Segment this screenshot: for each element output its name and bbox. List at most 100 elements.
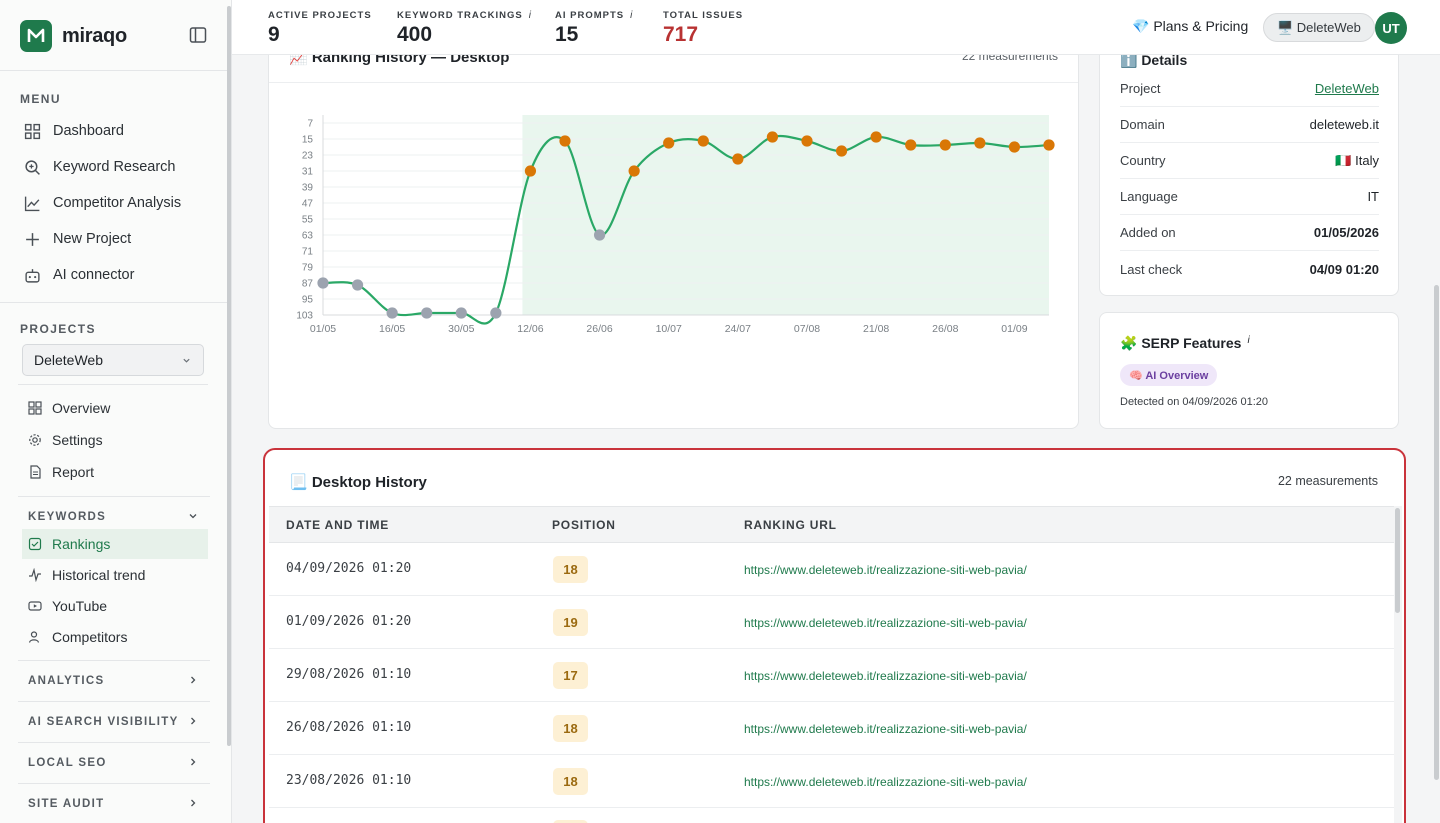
project-select-value: DeleteWeb: [34, 352, 104, 368]
serp-title: 🧩 SERP Features i: [1120, 335, 1250, 352]
section-site-audit[interactable]: SITE AUDIT: [18, 783, 210, 823]
nav-youtube[interactable]: YouTube: [22, 591, 208, 621]
divider: [0, 70, 230, 71]
project-switcher[interactable]: 🖥️ DeleteWeb: [1263, 13, 1375, 42]
table-scrollbar[interactable]: [1394, 506, 1402, 823]
sidebar-toggle-icon[interactable]: [189, 26, 207, 44]
column-header-date[interactable]: DATE AND TIME: [286, 518, 390, 532]
info-icon[interactable]: i: [1247, 335, 1250, 346]
row-date: 01/09/2026 01:20: [286, 614, 412, 629]
table-row: 01/09/2026 01:20 19 https://www.deletewe…: [269, 596, 1394, 649]
stat-total-issues: TOTAL ISSUES 717: [663, 10, 743, 47]
line-chart-icon: [24, 196, 40, 211]
project-link[interactable]: DeleteWeb: [1314, 81, 1379, 96]
detail-row-project: Project DeleteWeb: [1120, 71, 1379, 107]
scrollbar-thumb[interactable]: [227, 6, 231, 746]
nav-competitor-analysis[interactable]: Competitor Analysis: [20, 189, 210, 217]
chevron-right-icon: [191, 799, 196, 807]
nav-historical-trend[interactable]: Historical trend: [22, 560, 208, 590]
y-tick-label: 31: [302, 167, 314, 178]
section-label: LOCAL SEO: [28, 756, 107, 769]
nav-label: Report: [52, 464, 95, 480]
detail-key: Added on: [1120, 225, 1176, 240]
section-label: KEYWORDS: [28, 510, 107, 523]
info-icon[interactable]: i: [528, 10, 532, 21]
nav-ai-connector[interactable]: AI connector: [20, 261, 210, 289]
data-point: [421, 307, 433, 319]
x-tick-label: 01/05: [310, 323, 336, 335]
brand[interactable]: miraqo: [20, 20, 127, 52]
table-row: 04/09/2026 01:20 18 https://www.deletewe…: [269, 543, 1394, 596]
nav-competitors[interactable]: Competitors: [22, 622, 208, 652]
nav-dashboard[interactable]: Dashboard: [20, 117, 210, 145]
y-tick-label: 55: [302, 215, 314, 226]
info-icon[interactable]: i: [630, 10, 634, 21]
y-tick-label: 15: [302, 135, 314, 146]
stat-label: TOTAL ISSUES: [663, 10, 744, 21]
nav-report[interactable]: Report: [22, 457, 208, 487]
document-icon: [30, 465, 41, 479]
measurements-count: 22 measurements: [1277, 474, 1378, 488]
serp-features-card: 🧩 SERP Features i 🧠 AI Overview Detected …: [1099, 312, 1399, 429]
ranking-url-link[interactable]: https://www.deleteweb.it/realizzazione-s…: [744, 669, 1027, 683]
row-date: 04/09/2026 01:20: [286, 561, 412, 576]
nav-label: Competitor Analysis: [53, 195, 182, 211]
section-label: SITE AUDIT: [28, 797, 105, 810]
nav-keyword-research[interactable]: Keyword Research: [20, 153, 210, 181]
top-range-band: [522, 115, 1049, 315]
detail-key: Domain: [1120, 117, 1165, 132]
x-tick-label: 21/08: [863, 323, 889, 335]
serp-detected-text: Detected on 04/09/2026 01:20: [1120, 396, 1269, 408]
nav-overview[interactable]: Overview: [22, 393, 208, 423]
nav-new-project[interactable]: New Project: [20, 225, 210, 253]
data-point: [317, 277, 329, 289]
plans-pricing-link[interactable]: 💎 Plans & Pricing: [1132, 18, 1249, 34]
position-badge: 19: [553, 609, 588, 636]
detail-value: IT: [1367, 189, 1379, 204]
details-title: ℹ️ Details: [1120, 52, 1188, 68]
ranking-url-link[interactable]: https://www.deleteweb.it/realizzazione-s…: [744, 775, 1027, 789]
data-point: [939, 139, 951, 151]
table-row: [269, 808, 1394, 823]
section-ai-search-visibility[interactable]: AI SEARCH VISIBILITY: [18, 701, 210, 741]
nav-label: YouTube: [52, 598, 108, 614]
ranking-url-link[interactable]: https://www.deleteweb.it/realizzazione-s…: [744, 722, 1027, 736]
y-tick-label: 87: [302, 279, 314, 290]
plus-icon: [26, 232, 39, 246]
chevron-right-icon: [191, 758, 196, 766]
detail-value: 01/05/2026: [1313, 225, 1379, 240]
table-row: 26/08/2026 01:10 18 https://www.deletewe…: [269, 702, 1394, 755]
youtube-icon: [28, 601, 42, 611]
chevron-right-icon: [191, 676, 196, 684]
main-scrollbar[interactable]: [1432, 0, 1440, 823]
x-tick-label: 26/06: [586, 323, 612, 335]
section-analytics[interactable]: ANALYTICS: [18, 660, 210, 700]
section-keywords[interactable]: KEYWORDS: [18, 496, 210, 536]
detail-key: Language: [1120, 189, 1178, 204]
ranking-url-link[interactable]: https://www.deleteweb.it/realizzazione-s…: [744, 616, 1027, 630]
detail-row-language: Language IT: [1120, 179, 1379, 215]
y-tick-label: 23: [302, 151, 314, 162]
scrollbar-thumb[interactable]: [1434, 285, 1439, 780]
sidebar-scrollbar[interactable]: [226, 0, 232, 823]
stat-value: 9: [268, 23, 280, 46]
position-badge: 17: [553, 662, 588, 689]
x-tick-label: 16/05: [379, 323, 405, 335]
ranking-url-link[interactable]: https://www.deleteweb.it/realizzazione-s…: [744, 563, 1027, 577]
data-point: [593, 229, 606, 241]
scrollbar-thumb[interactable]: [1395, 508, 1400, 613]
avatar[interactable]: UT: [1375, 12, 1407, 44]
section-local-seo[interactable]: LOCAL SEO: [18, 742, 210, 782]
nav-rankings[interactable]: Rankings: [22, 529, 208, 559]
detail-value: 04/09 01:20: [1309, 261, 1379, 277]
column-header-url[interactable]: RANKING URL: [744, 518, 837, 532]
project-select[interactable]: DeleteWeb: [22, 344, 204, 376]
y-tick-label: 63: [302, 231, 314, 242]
column-header-position[interactable]: POSITION: [552, 518, 616, 532]
x-tick-label: 01/09: [1001, 323, 1027, 335]
data-point: [628, 165, 640, 177]
nav-label: Dashboard: [53, 123, 124, 139]
nav-settings[interactable]: Settings: [22, 425, 208, 455]
serp-title-text: 🧩 SERP Features: [1120, 335, 1242, 351]
